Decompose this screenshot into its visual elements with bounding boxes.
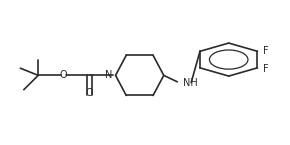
Text: N: N [105,70,113,80]
Text: O: O [86,88,93,98]
Text: O: O [60,70,67,80]
Text: F: F [263,64,268,74]
Text: F: F [263,46,268,56]
Text: NH: NH [182,78,197,88]
